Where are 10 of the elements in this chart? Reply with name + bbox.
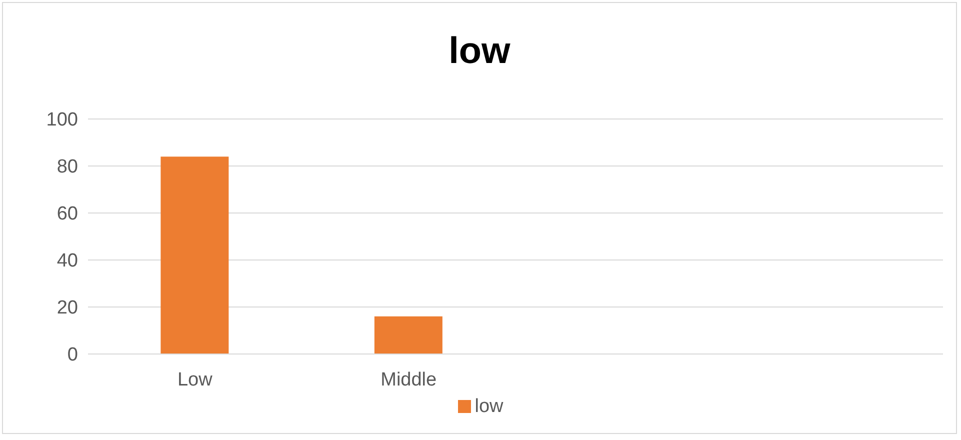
y-tick-label: 60: [56, 204, 78, 225]
chart-title: low: [448, 28, 512, 72]
y-tick-label: 40: [56, 250, 78, 272]
y-tick-label: 100: [46, 110, 78, 131]
legend-label: low: [474, 396, 504, 417]
y-tick-label: 0: [67, 344, 78, 366]
y-tick-label: 20: [56, 298, 78, 319]
x-tick-label: Middle: [380, 369, 437, 390]
x-tick-label: Low: [177, 369, 213, 390]
y-tick-label: 80: [56, 156, 78, 178]
